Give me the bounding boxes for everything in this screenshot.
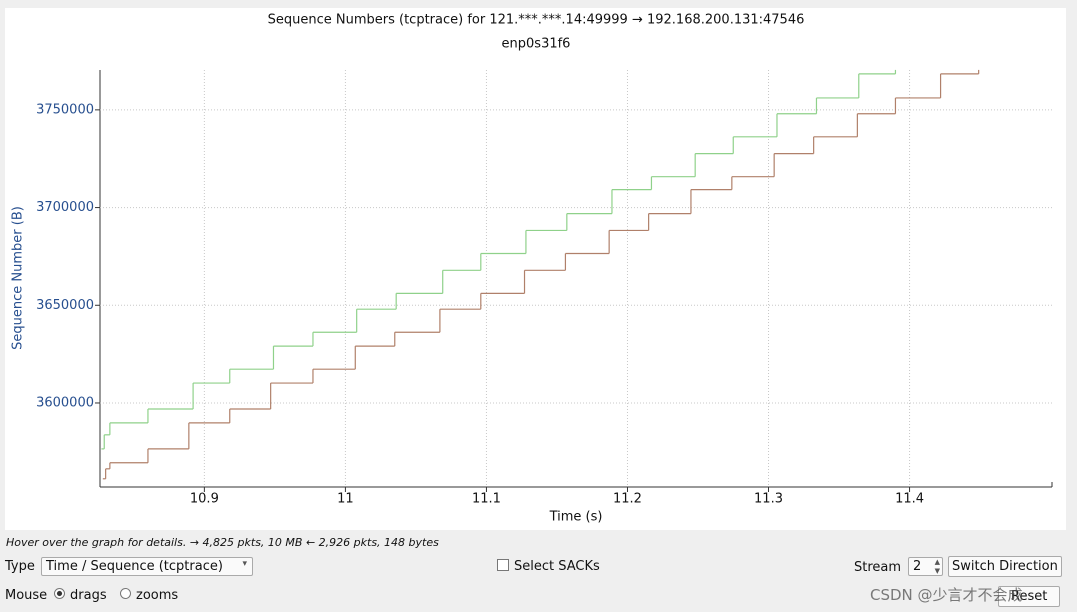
type-label: Type: [5, 559, 35, 574]
stream-label: Stream: [854, 560, 902, 575]
chart: Sequence Numbers (tcptrace) for 121.***.…: [5, 8, 1066, 530]
type-dropdown[interactable]: Time / Sequence (tcptrace) ▾: [41, 557, 253, 576]
switch-direction-button[interactable]: Switch Direction: [948, 556, 1062, 577]
chart-title: Sequence Numbers (tcptrace) for 121.***.…: [268, 13, 805, 28]
x-tick-label: 11.3: [754, 492, 783, 507]
watermark: CSDN @少言才不会成: [870, 586, 1023, 604]
x-tick-label: 10.9: [190, 492, 219, 507]
stream-value: 2: [913, 559, 922, 574]
x-tick-label: 11: [337, 492, 354, 507]
reset-label: Reset: [1011, 589, 1048, 604]
sacks-checkbox[interactable]: Select SACKs: [497, 559, 600, 574]
x-tick-label: 11.4: [895, 492, 924, 507]
y-axis-label: Sequence Number (B): [11, 206, 26, 350]
chart-background: [5, 8, 1066, 530]
x-tick-label: 11.2: [613, 492, 642, 507]
chart-subtitle: enp0s31f6: [502, 37, 571, 52]
switch-label: Switch Direction: [952, 559, 1058, 574]
type-value: Time / Sequence (tcptrace): [46, 559, 223, 574]
zooms-radio[interactable]: zooms: [120, 588, 178, 603]
x-tick-label: 11.1: [472, 492, 501, 507]
sacks-label: Select SACKs: [514, 559, 600, 574]
status-text: Hover over the graph for details. → 4,82…: [6, 536, 439, 549]
zooms-label: zooms: [136, 588, 179, 603]
y-tick-label: 3700000: [36, 200, 94, 215]
stream-spinbox[interactable]: 2 ▲ ▼: [908, 557, 943, 576]
drags-label: drags: [70, 588, 107, 603]
mouse-label: Mouse: [5, 588, 48, 603]
y-tick-label: 3650000: [36, 298, 94, 313]
y-tick-label: 3600000: [36, 395, 94, 410]
x-axis-label: Time (s): [549, 510, 603, 525]
y-tick-label: 3750000: [36, 102, 94, 117]
drags-radio[interactable]: drags: [54, 588, 107, 603]
reset-button[interactable]: Reset: [998, 586, 1061, 607]
